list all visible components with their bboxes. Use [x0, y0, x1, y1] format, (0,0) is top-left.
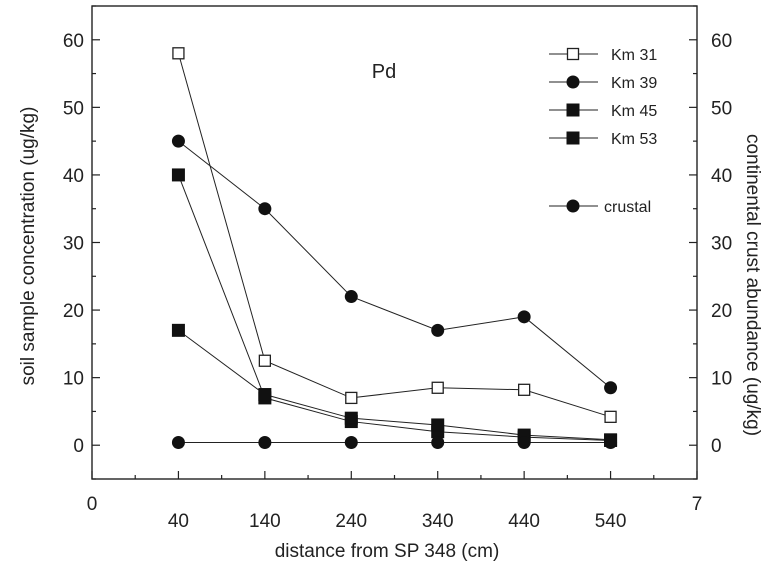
data-point [431, 381, 444, 394]
x-tick-label: 7 [692, 494, 703, 515]
data-point [431, 436, 445, 450]
legend-label: Km 45 [611, 103, 657, 120]
legend-item-crustal: crustal [549, 199, 651, 216]
x-axis-label: distance from SP 348 (cm) [275, 541, 500, 562]
x-tick-label: 440 [508, 511, 540, 532]
data-point [517, 383, 531, 396]
y-tick-label: 10 [63, 369, 84, 390]
data-point [517, 310, 531, 324]
legend-marker [566, 131, 580, 145]
y-axis-label: soil sample concentration (ug/kg) [18, 107, 39, 386]
x-tick-label: 140 [249, 511, 281, 532]
series-line [178, 329, 611, 441]
y2-axis-label: continental crust abundance (ug/kg) [742, 134, 763, 436]
y2-tick-label: 40 [711, 166, 732, 187]
legend-item-km-39: Km 39 [549, 75, 657, 92]
series-km-31 [172, 47, 617, 423]
x-tick-label: 240 [335, 511, 367, 532]
series-line [177, 53, 611, 418]
legend-marker [566, 103, 580, 117]
series-km-45 [171, 168, 618, 447]
x-tick-label: 40 [168, 511, 189, 532]
x-tick-label: 340 [422, 511, 454, 532]
series-group [171, 47, 618, 450]
data-point [258, 436, 272, 450]
data-point [172, 47, 185, 60]
data-point [171, 134, 185, 148]
data-point [171, 323, 185, 337]
data-point [258, 202, 272, 216]
legend-label: Km 31 [611, 47, 657, 64]
data-point [258, 354, 272, 367]
legend: Km 31 Km 39 Km 45 Km 53 crustal [549, 47, 657, 216]
data-point [344, 290, 358, 304]
data-point [258, 388, 272, 402]
data-point [604, 436, 618, 450]
data-point [517, 436, 531, 450]
y-tick-label: 20 [63, 301, 84, 322]
data-point [431, 418, 445, 432]
x-tick-label: 540 [595, 511, 627, 532]
tick-labels: 0 10 20 30 40 50 60 0 10 20 30 40 50 60 0 40 140 240 340 44… [63, 31, 732, 532]
y2-tick-label: 30 [711, 234, 732, 255]
legend-label: crustal [604, 199, 651, 216]
y2-tick-label: 50 [711, 98, 732, 119]
data-point [344, 436, 358, 450]
legend-marker [566, 75, 580, 89]
legend-item-km-45: Km 45 [549, 103, 657, 120]
y2-tick-label: 0 [711, 436, 722, 457]
legend-marker [566, 47, 580, 61]
data-point [345, 391, 358, 405]
legend-label: Km 39 [611, 75, 657, 92]
series-crustal [171, 436, 618, 450]
data-point [604, 410, 617, 423]
series-line [177, 174, 611, 441]
y-tick-label: 30 [63, 234, 84, 255]
legend-item-km-31: Km 31 [549, 47, 657, 64]
y2-tick-label: 20 [711, 301, 732, 322]
data-point [431, 323, 445, 337]
chart-title: Pd [372, 61, 396, 83]
y-tick-label: 50 [63, 98, 84, 119]
y-tick-label: 40 [63, 166, 84, 187]
y-tick-label: 60 [63, 31, 84, 52]
data-point [171, 168, 185, 182]
tick-marks [91, 5, 698, 480]
legend-item-km-53: Km 53 [549, 131, 657, 148]
data-point [604, 381, 618, 395]
y2-tick-label: 10 [711, 369, 732, 390]
series-km-53 [171, 323, 618, 447]
series-line [178, 140, 611, 389]
legend-marker [566, 199, 580, 213]
data-point [344, 411, 358, 425]
x-tick-label: 0 [87, 494, 98, 515]
legend-label: Km 53 [611, 131, 657, 148]
data-point [171, 436, 185, 450]
y-tick-label: 0 [73, 436, 84, 457]
y2-tick-label: 60 [711, 31, 732, 52]
series-km-39 [171, 134, 618, 395]
